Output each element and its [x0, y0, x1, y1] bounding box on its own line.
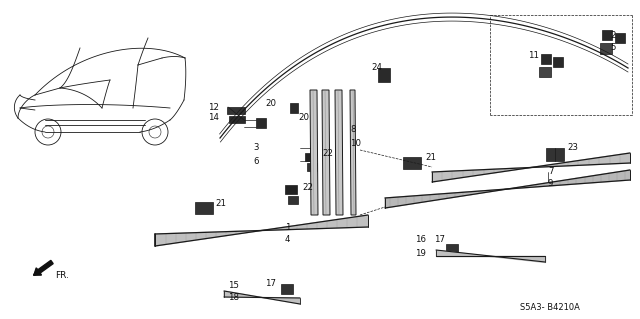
Text: 4: 4: [285, 235, 291, 244]
Polygon shape: [224, 291, 300, 304]
Bar: [539, 67, 551, 77]
Bar: [602, 30, 612, 40]
Text: 20: 20: [265, 99, 276, 108]
Text: 5: 5: [610, 43, 616, 53]
Polygon shape: [385, 170, 630, 208]
FancyArrow shape: [34, 260, 53, 275]
Bar: [403, 157, 421, 169]
Polygon shape: [155, 215, 368, 246]
Text: 8: 8: [350, 125, 355, 135]
Text: S5A3- B4210A: S5A3- B4210A: [520, 303, 580, 313]
Text: 9: 9: [548, 179, 554, 188]
Bar: [553, 57, 563, 67]
Text: 3: 3: [253, 144, 259, 152]
Polygon shape: [335, 90, 343, 215]
Text: 1: 1: [285, 224, 291, 233]
Bar: [229, 116, 245, 123]
Text: 2: 2: [610, 31, 616, 40]
Bar: [305, 153, 315, 161]
Text: 15: 15: [228, 280, 239, 290]
Text: 6: 6: [253, 157, 259, 166]
Polygon shape: [350, 90, 356, 215]
Text: 20: 20: [298, 114, 309, 122]
Text: 22: 22: [302, 183, 313, 192]
Text: 23: 23: [567, 144, 578, 152]
Text: 22: 22: [322, 149, 333, 158]
Text: 21: 21: [215, 198, 226, 207]
Bar: [288, 196, 298, 204]
Bar: [290, 103, 298, 113]
Bar: [378, 68, 390, 82]
Bar: [615, 33, 625, 43]
Text: 12: 12: [208, 102, 219, 112]
Text: 16: 16: [415, 235, 426, 244]
Text: 7: 7: [548, 167, 554, 176]
Text: 14: 14: [208, 114, 219, 122]
Text: 11: 11: [528, 50, 539, 60]
Bar: [227, 107, 245, 114]
Bar: [600, 43, 612, 54]
Text: 24: 24: [371, 63, 382, 72]
Text: 21: 21: [425, 153, 436, 162]
Text: 10: 10: [350, 138, 361, 147]
Polygon shape: [436, 250, 545, 262]
Bar: [307, 163, 317, 171]
Bar: [446, 244, 458, 254]
Text: 18: 18: [228, 293, 239, 301]
Bar: [195, 202, 213, 214]
Bar: [541, 54, 551, 64]
Bar: [281, 284, 293, 294]
Polygon shape: [322, 90, 330, 215]
Text: FR.: FR.: [55, 271, 69, 279]
Text: 19: 19: [415, 249, 426, 257]
Bar: [256, 118, 266, 128]
Polygon shape: [432, 153, 630, 182]
Text: 17: 17: [434, 235, 445, 244]
Polygon shape: [310, 90, 318, 215]
Bar: [546, 148, 564, 161]
Text: 17: 17: [265, 279, 276, 288]
Bar: [285, 185, 297, 194]
